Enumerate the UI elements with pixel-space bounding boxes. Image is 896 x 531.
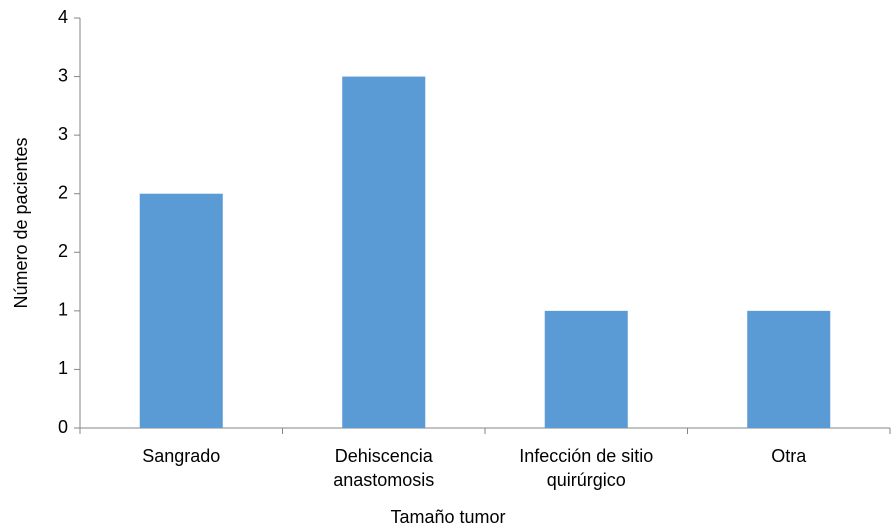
x-tick-label: Dehiscencia anastomosis: [333, 446, 435, 490]
x-tick-label: Sangrado: [142, 446, 221, 466]
x-axis-title: Tamaño tumor: [390, 507, 505, 527]
y-tick-label: 2: [58, 182, 68, 202]
bar: [342, 76, 426, 429]
y-tick-label: 3: [58, 65, 68, 85]
bar: [139, 193, 223, 428]
y-tick-label: 4: [58, 7, 68, 27]
x-tick-label: Infección de sitio quirúrgico: [519, 446, 654, 490]
bar: [747, 310, 831, 428]
y-tick-label: 1: [58, 300, 68, 320]
y-tick-label: 0: [58, 417, 68, 437]
y-tick-label: 3: [58, 124, 68, 144]
y-axis-title: Número de pacientes: [11, 137, 31, 308]
y-tick-label: 2: [58, 241, 68, 261]
x-tick-label: Otra: [771, 446, 807, 466]
y-tick-label: 1: [58, 358, 68, 378]
bar: [544, 310, 628, 428]
